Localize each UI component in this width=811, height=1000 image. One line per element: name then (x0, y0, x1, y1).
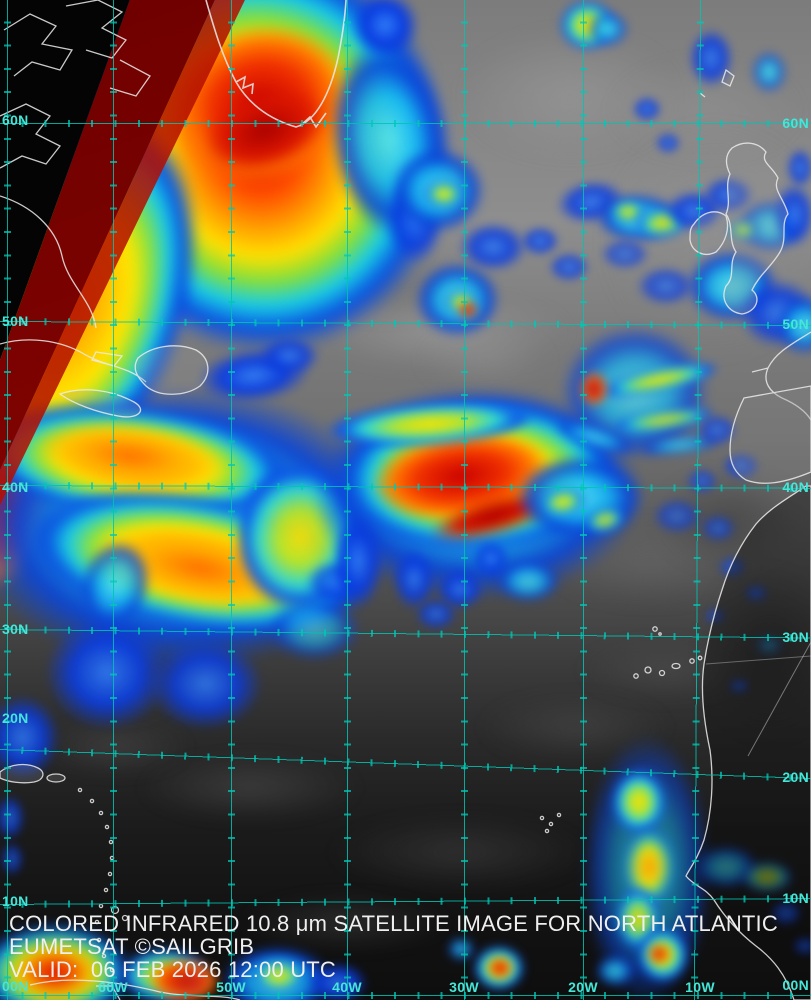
cloud-blob (148, 638, 263, 730)
lat-label-right-20n: 20N (782, 769, 809, 785)
cloud-blob (722, 452, 760, 480)
coast-canada-arctic (0, 0, 151, 169)
lat-label-right-50n: 50N (782, 316, 809, 332)
lat-label-left-60n: 60N (2, 112, 29, 128)
cloud-blob (655, 132, 681, 154)
lon-label-60w: 60W (98, 979, 128, 995)
meridian-40w (344, 0, 351, 1000)
cloud-blob (718, 556, 746, 578)
cloud-blob (742, 862, 792, 892)
cloud-blob (415, 598, 457, 630)
coast-puerto-rico (46, 773, 66, 783)
cloud-blob (520, 226, 560, 256)
cloud-blob (792, 936, 811, 956)
lon-label-40w: 40W (332, 979, 362, 995)
lon-label-50w: 50W (216, 979, 246, 995)
cloud-blob (728, 220, 758, 240)
lat-label-right-30n: 30N (782, 629, 809, 645)
meridian-30w (461, 0, 468, 1000)
cloud-wisp (140, 755, 360, 820)
coast-labrador (0, 195, 97, 329)
cloud-blob (704, 608, 726, 624)
meridian-60w (110, 0, 117, 1000)
coast-faroe-shetland (699, 68, 735, 98)
cloud-wisp (330, 815, 590, 890)
lat-label-left-20n: 20N (2, 710, 29, 726)
lat-label-right-10n: 10N (782, 890, 809, 906)
cloud-blob (600, 238, 650, 270)
coast-nova-scotia (58, 389, 142, 418)
border-line-morocco (705, 655, 811, 665)
cloud-wisp (420, 330, 550, 390)
cloud-blob (770, 900, 802, 926)
cloud-blob (728, 678, 750, 694)
lat-label-left-50n: 50N (2, 313, 29, 329)
cloud-wisp (460, 30, 680, 160)
latitude-line-60n (0, 120, 811, 127)
border-line-sahara (747, 641, 811, 757)
lon-label-20w: 20W (568, 979, 598, 995)
cloud-blob (752, 52, 786, 92)
coast-gulf-st-lawrence (0, 339, 147, 383)
lat-label-right-60n: 60N (782, 115, 809, 131)
lat-label-left-30n: 30N (2, 621, 29, 637)
coast-northwest-africa (685, 485, 811, 1000)
lat-label-right-00n: 00N (782, 977, 809, 993)
lat-label-left-10n: 10N (2, 893, 29, 909)
caption-credit: EUMETSAT ©SAILGRIB (9, 934, 255, 959)
caption-title: COLORED INFRARED 10.8 μm SATELLITE IMAGE… (9, 911, 778, 936)
lon-label-30w: 30W (449, 979, 479, 995)
cloud-blob (588, 12, 628, 46)
cloud-blob (744, 584, 768, 602)
meridian-50w (228, 0, 235, 1000)
lat-label-left-40n: 40N (2, 479, 29, 495)
cloud-blob (258, 336, 320, 376)
cloud-blob (332, 512, 384, 610)
cape-verde-islands (539, 812, 562, 834)
coast-great-britain (723, 142, 789, 315)
caption-valid-time: VALID: 06 FEB 2026 12:00 UTC (9, 957, 337, 982)
lon-label-10w: 10W (685, 979, 715, 995)
cloud-blob (636, 266, 696, 306)
coast-greenland (205, 0, 347, 129)
cloud-blob (596, 956, 634, 986)
lat-label-left-00n: 00N (2, 978, 29, 994)
latitude-line-00n (0, 992, 811, 999)
coast-newfoundland (134, 345, 209, 395)
coast-france (751, 331, 811, 421)
cloud-blob (424, 180, 464, 208)
coast-iberia (729, 385, 811, 484)
cloud-blob (488, 958, 512, 978)
cloud-blob (648, 944, 670, 964)
cloud-blob (700, 514, 736, 542)
meridian-20w (580, 0, 587, 1000)
cloud-blob (350, 0, 420, 60)
cloud-blob (786, 148, 811, 188)
cloud-blob (252, 958, 306, 994)
lat-label-right-40n: 40N (782, 479, 809, 495)
cloud-blob (612, 770, 666, 834)
cloud-blob (496, 560, 560, 602)
cloud-blob (632, 96, 662, 122)
meridian-70w (4, 0, 11, 1000)
